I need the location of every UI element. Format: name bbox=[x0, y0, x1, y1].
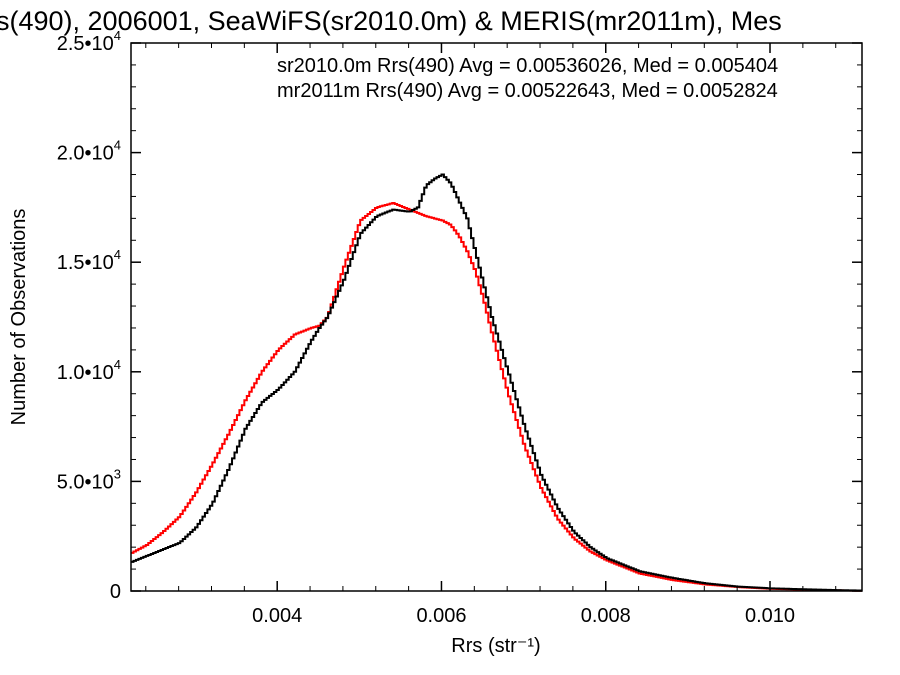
x-axis-ticks: 0.004 0.006 0.008 0.010 bbox=[145, 43, 837, 627]
series-line-1 bbox=[131, 202, 862, 592]
series-line-0 bbox=[131, 173, 862, 592]
x-tick-label-3: 0.010 bbox=[745, 605, 795, 627]
y-tick-label-5: 2.5•104 bbox=[57, 28, 121, 55]
y-tick-label-4: 2.0•104 bbox=[57, 138, 121, 165]
plot-frame bbox=[130, 42, 863, 592]
y-tick-label-2: 1.0•104 bbox=[57, 357, 121, 384]
y-tick-label-0: 0 bbox=[110, 581, 121, 603]
y-tick-label-1: 5.0•103 bbox=[57, 466, 121, 493]
x-tick-label-2: 0.008 bbox=[581, 605, 631, 627]
y-axis-ticks: 0 5.0•103 1.0•104 1.5•104 2.0•104 2.5•104 bbox=[57, 28, 862, 603]
x-tick-label-1: 0.006 bbox=[416, 605, 466, 627]
y-tick-label-3: 1.5•104 bbox=[57, 247, 121, 274]
series-layer bbox=[131, 173, 862, 592]
stats-annotation-sr2010: sr2010.0m Rrs(490) Avg = 0.00536026, Med… bbox=[277, 55, 778, 77]
x-axis-label: Rrs (str⁻¹) bbox=[451, 635, 540, 657]
stats-annotation-mr2011: mr2011m Rrs(490) Avg = 0.00522643, Med =… bbox=[277, 80, 778, 102]
chart-title: s(490), 2006001, SeaWiFS(sr2010.0m) & ME… bbox=[0, 6, 782, 36]
y-axis-label: Number of Observations bbox=[8, 209, 30, 426]
x-tick-label-0: 0.004 bbox=[252, 605, 302, 627]
